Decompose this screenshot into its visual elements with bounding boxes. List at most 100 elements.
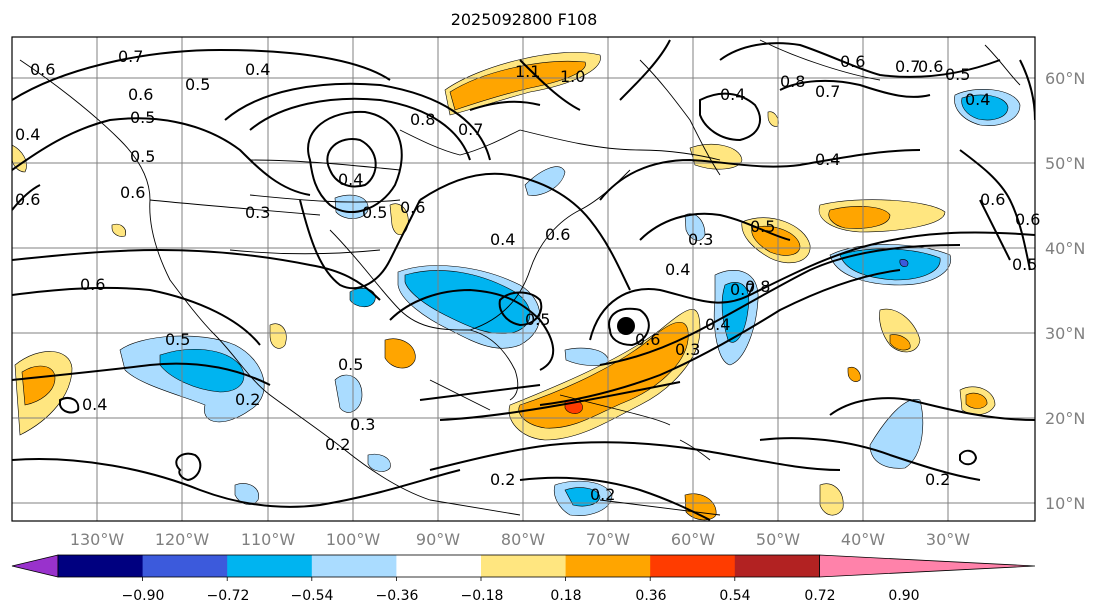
colorbar-frame	[57, 554, 820, 578]
colorbar-segment	[565, 555, 651, 577]
shade-atl-yellow-10n	[819, 483, 844, 516]
shade-sw-yellow	[111, 223, 126, 237]
lat-label: 40°N	[1045, 239, 1085, 258]
contour-label: 1.0	[560, 67, 585, 86]
contour-label: 0.7	[458, 120, 483, 139]
contour-label: 0.5	[130, 147, 155, 166]
shade-gulf-orange	[384, 338, 416, 369]
colorbar-tick-label: −0.90	[122, 588, 165, 604]
lon-label: 90°W	[416, 530, 460, 549]
contour-label: 0.4	[705, 315, 730, 334]
contour-label: 0.7	[815, 82, 840, 101]
contour-label: 0.6	[840, 52, 865, 71]
lon-label: 70°W	[586, 530, 630, 549]
shade-plains-blue	[349, 287, 376, 308]
contour-label: 0.7	[118, 47, 143, 66]
contour-label: 0.6	[400, 198, 425, 217]
shade-ca-blue	[564, 487, 601, 507]
contour-labels: 0.7 0.6 0.4 0.5 0.6 0.5 0.4 0.5 0.6 0.6 …	[15, 47, 1040, 504]
lon-label: 60°W	[671, 530, 715, 549]
contour-label: 0.6	[128, 85, 153, 104]
contour-label: 0.6	[80, 275, 105, 294]
contour-label: 0.7	[730, 280, 755, 299]
contour-label: 0.2	[490, 470, 515, 489]
colorbar-tick-label: −0.18	[461, 588, 504, 604]
contour-label: 0.3	[350, 415, 375, 434]
colorbar-segment	[311, 555, 397, 577]
contour-label: 0.3	[675, 340, 700, 359]
contour-label: 0.4	[815, 150, 840, 169]
contour-label: 0.5	[130, 108, 155, 127]
shade-baja-yellow	[269, 323, 287, 349]
contour-label: 0.5	[165, 330, 190, 349]
lon-label: 80°W	[501, 530, 545, 549]
shade-atl-lightblue-15n	[869, 399, 924, 469]
shade-pac-lightblue-10n	[234, 483, 259, 505]
map-frame	[11, 36, 1036, 522]
colorbar-tick-label: −0.54	[291, 588, 334, 604]
contour-label: 0.8	[745, 277, 770, 296]
shade-gulf-blue	[404, 270, 531, 334]
lat-label: 50°N	[1045, 154, 1085, 173]
contour-label: 0.2	[925, 470, 950, 489]
colorbar-extend-high	[819, 554, 1036, 578]
shade-atl-yellow-30n	[879, 308, 921, 353]
contour-label: 0.5	[945, 65, 970, 84]
longitude-labels: 130°W 120°W 110°W 100°W 90°W 80°W 70°W 6…	[70, 530, 970, 549]
shade-quebec-blue	[524, 166, 566, 196]
contour-label: 0.5	[338, 355, 363, 374]
shade-west-coast-yellow	[12, 144, 27, 173]
contour-label: 0.2	[235, 390, 260, 409]
lon-label: 110°W	[241, 530, 296, 549]
shade-atl-purple	[899, 259, 909, 267]
colorbar-segment	[734, 555, 820, 577]
contour-label: 0.5	[525, 310, 550, 329]
contour-label: 0.6	[545, 225, 570, 244]
colorbar-tick-label: −0.72	[207, 588, 250, 604]
contour-label: 0.4	[338, 170, 363, 189]
graticule	[12, 37, 1035, 521]
lon-label: 130°W	[70, 530, 125, 549]
colorbar-tick-label: 0.36	[635, 588, 666, 604]
contour-label: 0.7	[895, 57, 920, 76]
shade-atl-orange-20n	[965, 392, 988, 409]
contours	[12, 39, 1035, 521]
colorbar-segment	[481, 555, 567, 577]
colorbar-segment	[227, 555, 313, 577]
colorbar-tick-label: 0.18	[550, 588, 581, 604]
contour-label: 0.5	[362, 203, 387, 222]
shade-atl-orange-30n	[889, 334, 911, 351]
lon-label: 40°W	[841, 530, 885, 549]
contour-label: 0.4	[490, 230, 515, 249]
contour-label: 0.4	[82, 395, 107, 414]
shade-hudson-orange	[449, 61, 586, 111]
shade-gom-lightblue	[334, 374, 363, 413]
contour-label: 0.2	[590, 485, 615, 504]
shaded-anomalies	[12, 52, 1021, 521]
lon-label: 50°W	[756, 530, 800, 549]
shade-ne-blue	[961, 94, 1009, 121]
contour-label: 0.4	[15, 125, 40, 144]
contour-label: 0.3	[245, 203, 270, 222]
colorbar-tick-label: 0.54	[719, 588, 750, 604]
lon-label: 30°W	[926, 530, 970, 549]
shade-greatlakes-blue	[334, 194, 369, 219]
contour-label: 0.5	[1012, 255, 1037, 274]
colorbar-segment	[142, 555, 228, 577]
contour-label: 0.6	[120, 183, 145, 202]
shade-gulfcoast-lightblue	[367, 453, 391, 472]
lat-label: 20°N	[1045, 409, 1085, 428]
contour-label: 0.4	[965, 90, 990, 109]
colorbar-tick-label: 0.72	[804, 588, 835, 604]
storm-center-marker	[617, 317, 635, 335]
colorbar-extend-low	[11, 554, 59, 578]
contour-label: 0.4	[245, 60, 270, 79]
lat-label: 10°N	[1045, 494, 1085, 513]
contour-label: 0.4	[720, 85, 745, 104]
latitude-labels: 60°N 50°N 40°N 30°N 20°N 10°N	[1045, 69, 1085, 513]
map-title: 2025092800 F108	[450, 10, 598, 29]
contour-label: 0.3	[688, 230, 713, 249]
contour-label: 0.6	[980, 190, 1005, 209]
contour-label: 0.4	[665, 260, 690, 279]
